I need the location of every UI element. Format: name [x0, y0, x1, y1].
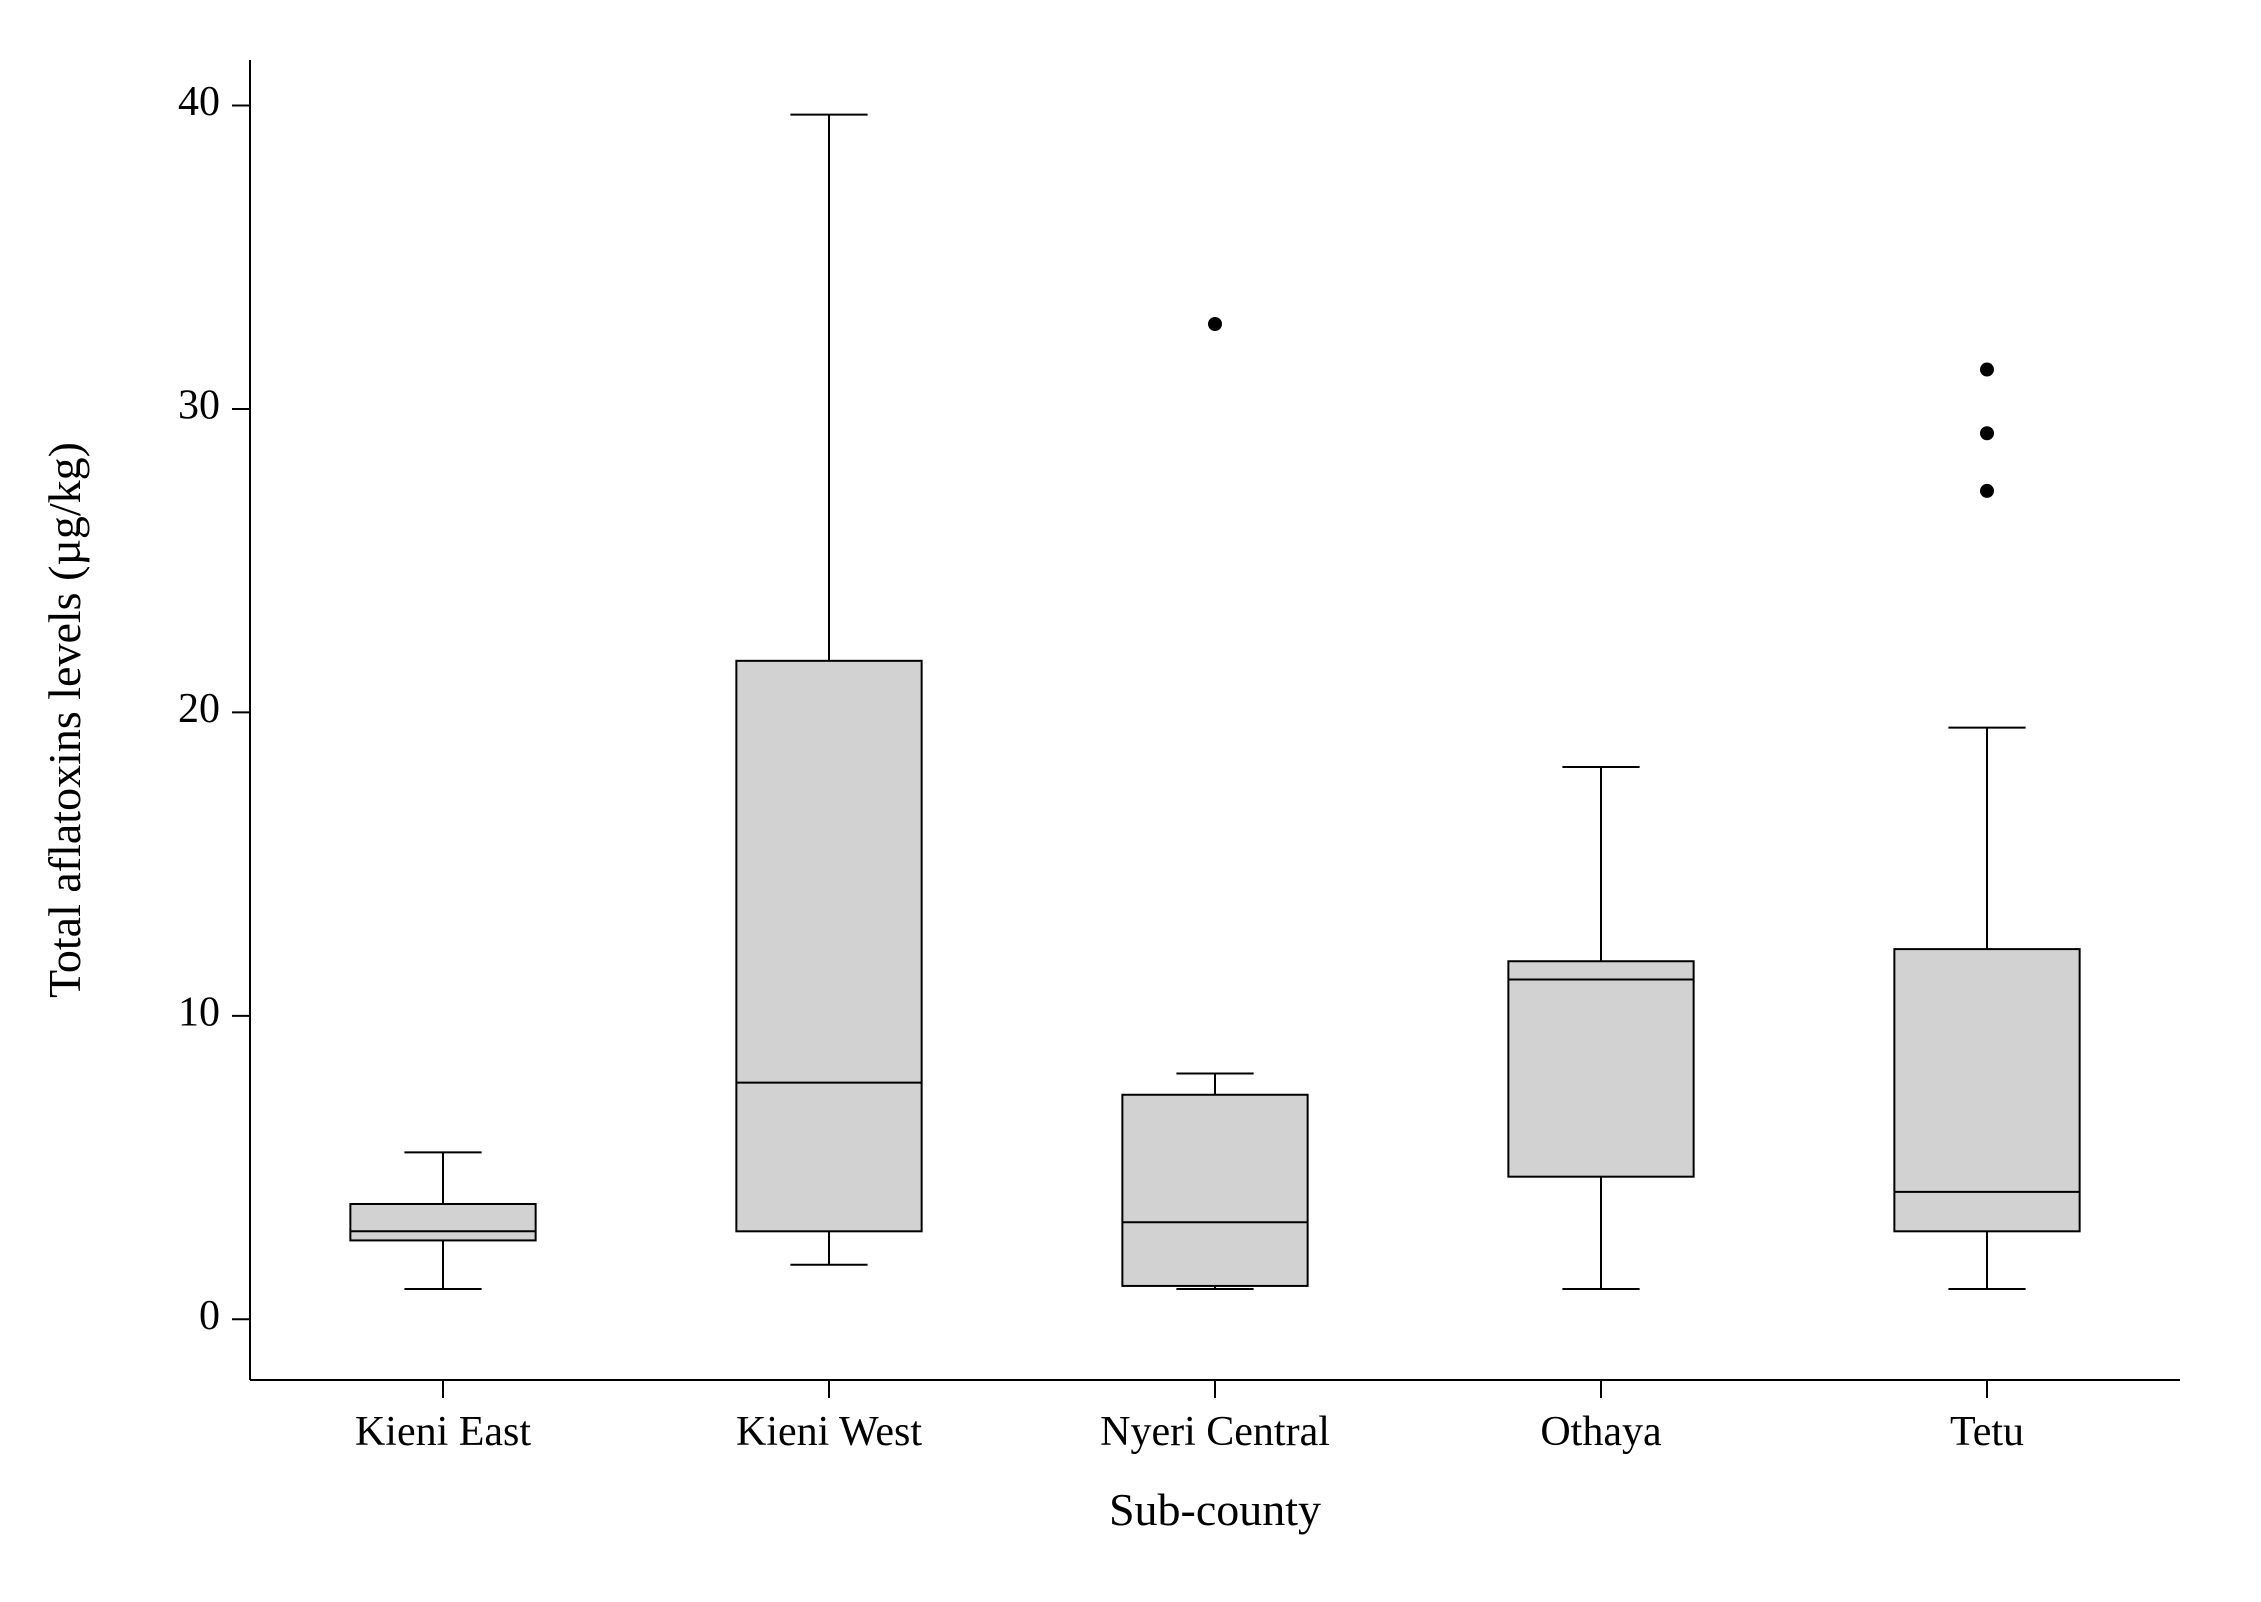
- outlier-point: [1980, 426, 1994, 440]
- x-tick-label: Nyeri Central: [1100, 1409, 1330, 1455]
- box: [1508, 961, 1693, 1176]
- box: [350, 1204, 535, 1240]
- x-tick-label: Othaya: [1540, 1409, 1662, 1455]
- outlier-point: [1980, 363, 1994, 377]
- chart-background: [0, 0, 2261, 1602]
- outlier-point: [1208, 317, 1222, 331]
- x-tick-label: Kieni East: [355, 1409, 531, 1455]
- boxplot-chart: 0 10 20 30 40 Kieni East Kieni West Nyeri Centr…: [0, 0, 2261, 1602]
- y-axis-label: Total aflatoxins levels (µg/kg): [39, 442, 90, 998]
- y-tick-label: 40: [178, 79, 220, 125]
- outlier-point: [1980, 484, 1994, 498]
- box: [736, 661, 921, 1231]
- chart-svg: 0 10 20 30 40 Kieni East Kieni West Nyeri Centr…: [0, 0, 2261, 1602]
- y-tick-label: 30: [178, 383, 220, 429]
- y-tick-label: 20: [178, 686, 220, 732]
- box: [1894, 949, 2079, 1231]
- y-tick-label: 10: [178, 990, 220, 1036]
- box: [1122, 1095, 1307, 1286]
- x-axis-label: Sub-county: [1109, 1484, 1321, 1535]
- x-tick-label: Tetu: [1950, 1409, 2024, 1455]
- x-tick-label: Kieni West: [736, 1409, 922, 1455]
- y-tick-label: 0: [199, 1293, 220, 1339]
